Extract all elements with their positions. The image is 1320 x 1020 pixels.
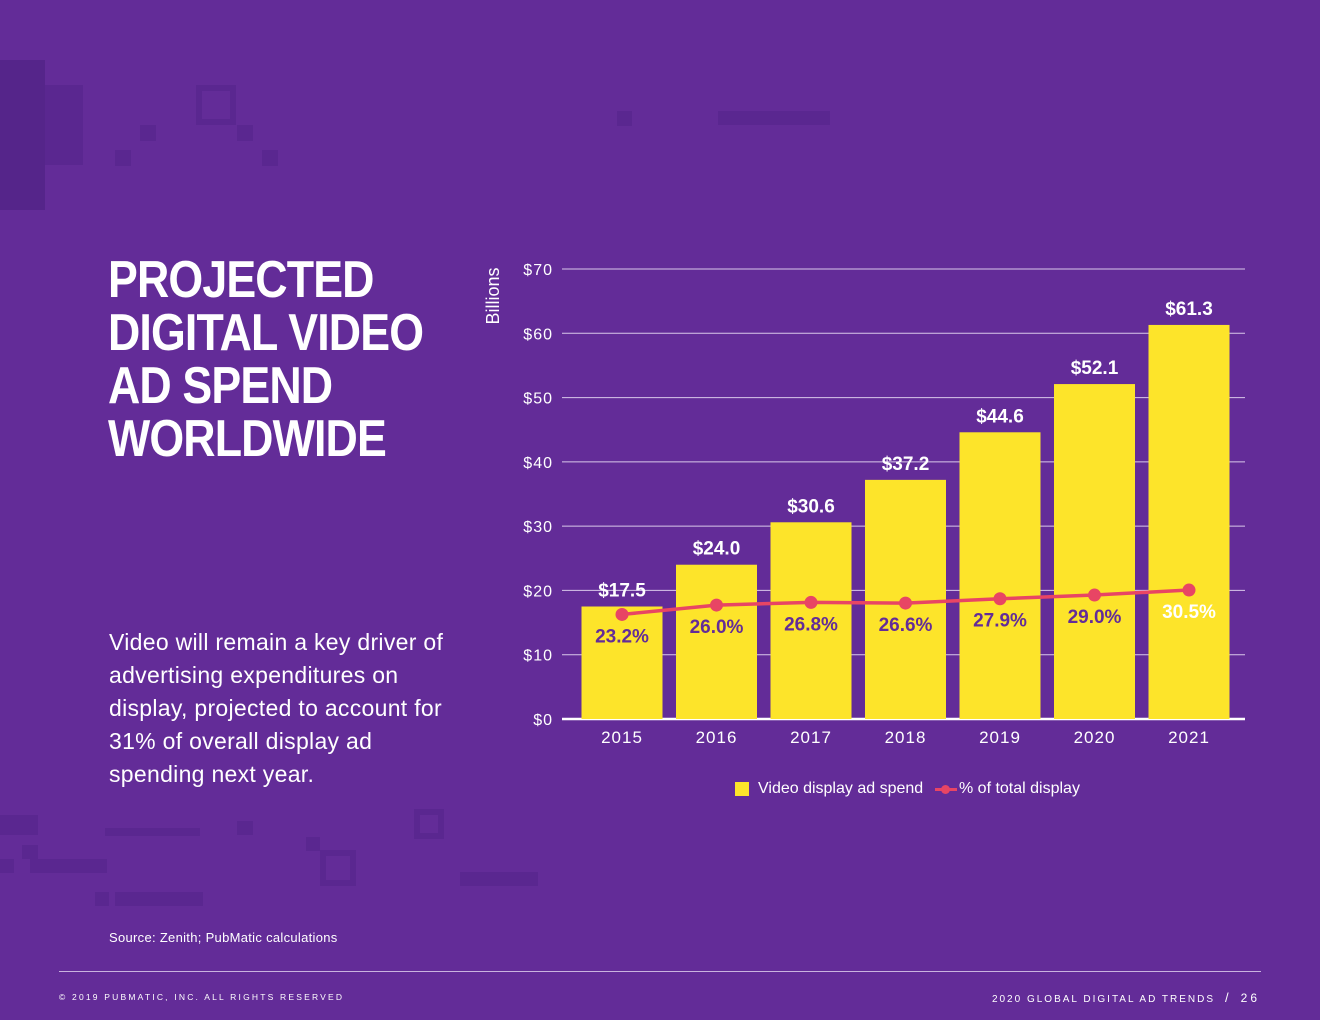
legend-bar-label: Video display ad spend: [758, 780, 924, 797]
line-point: [899, 596, 912, 610]
bar-value-label: $30.6: [787, 496, 835, 517]
body-text: Video will remain a key driver of advert…: [109, 629, 444, 787]
footer-divider: [59, 971, 1261, 972]
y-tick-label: $20: [523, 583, 553, 600]
y-tick-label: $0: [533, 712, 553, 729]
y-tick-label: $70: [523, 262, 553, 279]
decor-block: [237, 125, 253, 141]
decor-bar: [105, 828, 200, 836]
footer-report: 2020 GLOBAL DIGITAL AD TRENDS / 26: [992, 990, 1260, 1005]
decor-block: [237, 821, 253, 835]
decor-bar: [30, 859, 107, 873]
decor-block: [306, 837, 320, 851]
line-value-label: 27.9%: [973, 611, 1027, 632]
bar: [1054, 384, 1135, 719]
x-tick-label: 2019: [979, 728, 1021, 747]
decor-square: [414, 809, 444, 839]
bar-value-label: $37.2: [882, 454, 930, 475]
line-value-label: 26.0%: [690, 617, 744, 638]
bar-value-label: $24.0: [693, 539, 741, 560]
legend-bar: Video display ad spend: [735, 780, 923, 798]
x-tick-label: 2016: [696, 728, 738, 747]
decor-block: [140, 125, 156, 141]
title-line: DIGITAL VIDEO: [108, 304, 424, 362]
y-axis-label: Billions: [483, 267, 503, 324]
x-tick-label: 2020: [1074, 728, 1116, 747]
bar: [676, 564, 757, 719]
legend-bar-swatch: [735, 782, 749, 796]
decor-bar: [718, 111, 830, 125]
x-tick-label: 2018: [885, 728, 927, 747]
y-tick-label: $40: [523, 455, 553, 472]
y-tick-label: $30: [523, 519, 553, 536]
line-point: [804, 595, 818, 609]
bar: [959, 432, 1041, 719]
decor-block: [45, 85, 83, 165]
copyright: © 2019 PUBMATIC, INC. ALL RIGHTS RESERVE…: [59, 992, 345, 1002]
line-value-label: 23.2%: [595, 626, 649, 647]
line-point: [710, 598, 723, 612]
legend-line-label: % of total display: [959, 780, 1080, 797]
bar: [1148, 324, 1230, 719]
report-name: 2020 GLOBAL DIGITAL AD TRENDS: [991, 994, 1216, 1005]
bar: [581, 606, 663, 719]
y-tick-label: $50: [523, 391, 553, 408]
decor-square: [320, 850, 356, 886]
x-tick-label: 2021: [1168, 728, 1210, 747]
line-point: [1182, 583, 1196, 597]
title-line: WORLDWIDE: [108, 410, 387, 468]
bar-value-label: $61.3: [1165, 299, 1213, 320]
y-tick-label: $10: [523, 648, 553, 665]
decor-block: [0, 859, 14, 873]
decor-square: [196, 85, 236, 125]
decor-block: [617, 111, 632, 126]
line-value-label: 26.6%: [879, 615, 933, 636]
line-point: [615, 607, 629, 621]
legend-line-swatch: [935, 782, 957, 796]
line-value-label: 30.5%: [1162, 602, 1216, 623]
bar-value-label: $52.1: [1071, 358, 1119, 379]
decor-block: [95, 892, 109, 906]
line-value-label: 29.0%: [1068, 607, 1122, 628]
line-value-label: 26.8%: [784, 614, 838, 635]
decor-bar: [460, 872, 538, 886]
decor-block: [0, 60, 45, 210]
decor-block: [0, 815, 38, 835]
bar-value-label: $17.5: [598, 581, 646, 602]
x-tick-label: 2017: [790, 728, 832, 747]
title-line: PROJECTED: [108, 251, 374, 309]
decor-block: [115, 150, 131, 166]
x-tick-label: 2015: [601, 728, 643, 747]
bar-value-label: $44.6: [976, 406, 1024, 427]
y-tick-label: $60: [523, 326, 553, 343]
decor-block: [22, 845, 38, 859]
footer-separator: /: [1225, 990, 1231, 1005]
decor-bar: [115, 892, 203, 906]
line-point: [1088, 588, 1101, 602]
page-number: 26: [1240, 991, 1260, 1005]
page-title: PROJECTED DIGITAL VIDEO AD SPEND WORLDWI…: [108, 254, 435, 466]
line-point: [993, 592, 1007, 606]
legend-line: % of total display: [935, 780, 1080, 798]
bar: [770, 522, 852, 719]
source-note: Source: Zenith; PubMatic calculations: [109, 930, 338, 945]
decor-block: [262, 150, 278, 166]
title-line: AD SPEND: [108, 357, 333, 415]
